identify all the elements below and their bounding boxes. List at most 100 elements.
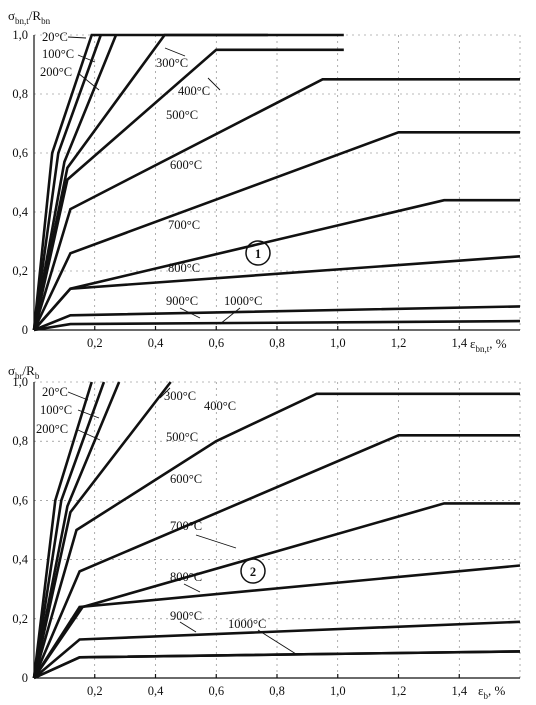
leader-line [179,621,197,633]
x-tick-label: 1,2 [391,684,407,698]
y-tick-label: 0,4 [12,553,28,567]
series-line-500c [32,78,520,331]
series-label: 100°C [40,403,72,417]
axes-1 [33,35,520,331]
x-tick-label: 0,2 [87,336,103,350]
series-line-100c [32,381,106,679]
x-tick-label: 1,0 [330,336,346,350]
series-line-300c [32,381,172,679]
x-tick-label: 0,4 [148,684,164,698]
leader-line [77,409,100,419]
series-label: 600°C [170,158,202,172]
series-labels-1: 20°C 100°C 200°C 300°C 400°C 500°C 600°C… [40,30,262,325]
series-labels-2: 20°C 100°C 200°C 300°C 400°C 500°C 600°C… [36,385,297,655]
series-label: 500°C [166,108,198,122]
series-label: 100°C [42,47,74,61]
series-label: 700°C [170,519,202,533]
leader-line [159,387,171,399]
leader-line [179,307,201,319]
series-label: 1000°C [224,294,262,308]
series-label: 700°C [168,218,200,232]
leader-line [207,77,221,91]
series-label: 200°C [36,422,68,436]
panel-marker-1: 1 [245,240,271,266]
series-line-900c [33,305,521,332]
panel-marker-2: 2 [240,558,266,584]
x-axis-label-1: εbn,t, % [470,336,507,354]
series-label: 900°C [166,294,198,308]
series-line-400c [32,392,520,679]
series-label: 500°C [166,430,198,444]
y-axis-label-2: σbr/Rb [8,363,40,381]
series-label: 20°C [42,30,68,44]
x-tick-label: 1,2 [391,336,407,350]
y-tick-label: 0,8 [12,87,28,101]
x-tick-label: 0,8 [269,684,285,698]
series-line-100c [32,34,103,331]
leader-line [67,36,87,39]
x-axis-label-2: εb, % [478,683,505,701]
y-tick-label: 0,2 [12,264,28,278]
leader-line [67,391,89,401]
series-label: 200°C [40,65,72,79]
series-line-400c [32,48,344,331]
series-line-500c [32,433,520,679]
x-tick-label: 1,4 [451,336,467,350]
leader-line [195,534,237,549]
y-tick-label: 0 [22,323,28,337]
series-label: 800°C [168,261,200,275]
series-label: 20°C [42,385,68,399]
series-label: 400°C [204,399,236,413]
series-2 [32,381,521,680]
leader-line [257,629,297,655]
y-tick-label: 0,8 [12,434,28,448]
y-tick-label: 1,0 [12,375,28,389]
leader-line [219,307,241,325]
series-label: 300°C [156,56,188,70]
grid-2 [34,381,521,678]
svg-text:1: 1 [255,247,261,261]
axes-2 [33,382,520,679]
series-line-200c [32,381,121,679]
y-tick-label: 1,0 [12,28,28,42]
series-line-800c [33,255,521,331]
y-tick-label: 0,4 [12,205,28,219]
y-tick-label: 0,6 [12,493,28,507]
tick-labels-1: 0,2 0,4 0,6 0,8 1,0 1,2 1,4 0 0,2 0,4 0,6 0,8 1,0 [12,28,467,350]
svg-text:2: 2 [250,565,256,579]
leader-line [77,72,100,91]
series-line-20c [32,33,268,331]
leader-line [164,47,186,57]
x-tick-label: 1,4 [451,684,467,698]
series-label: 1000°C [228,617,266,631]
series-line-1000c [33,650,521,680]
series-line-20c [32,381,93,679]
x-tick-label: 0,2 [87,684,103,698]
y-tick-label: 0 [22,671,28,685]
leader-line [183,583,201,593]
series-label: 900°C [170,609,202,623]
series-line-600c [32,131,520,331]
leader-line [77,54,96,63]
x-tick-label: 0,6 [208,684,224,698]
x-tick-label: 1,0 [330,684,346,698]
series-label: 300°C [164,389,196,403]
y-tick-label: 0,2 [12,612,28,626]
y-axis-label-1: σbn,t/Rbn [8,8,51,26]
y-tick-label: 0,6 [12,146,28,160]
series-1 [32,33,521,332]
leader-line [77,429,101,441]
series-line-1000c [33,319,521,332]
series-line-200c [32,34,118,331]
chart-2: σbr/Rb εb, % 0,2 0,4 0,6 0,8 1,0 1,2 1,400,20,… [8,363,521,701]
x-tick-label: 0,6 [208,336,224,350]
x-tick-label: 0,8 [269,336,285,350]
x-tick-label: 0,4 [148,336,164,350]
series-line-700c [32,564,521,679]
tick-labels-2: 0,2 0,4 0,6 0,8 1,0 1,2 1,4 0 0,2 0,4 0,6 0,8 1,0 [12,375,467,698]
series-label: 600°C [170,472,202,486]
chart-1: σbn,t/Rbn εbn,t, % 0,2 0,4 0,6 0,8 1,0 1,2 1,4… [8,8,521,354]
series-label: 800°C [170,570,202,584]
series-label: 400°C [178,84,210,98]
